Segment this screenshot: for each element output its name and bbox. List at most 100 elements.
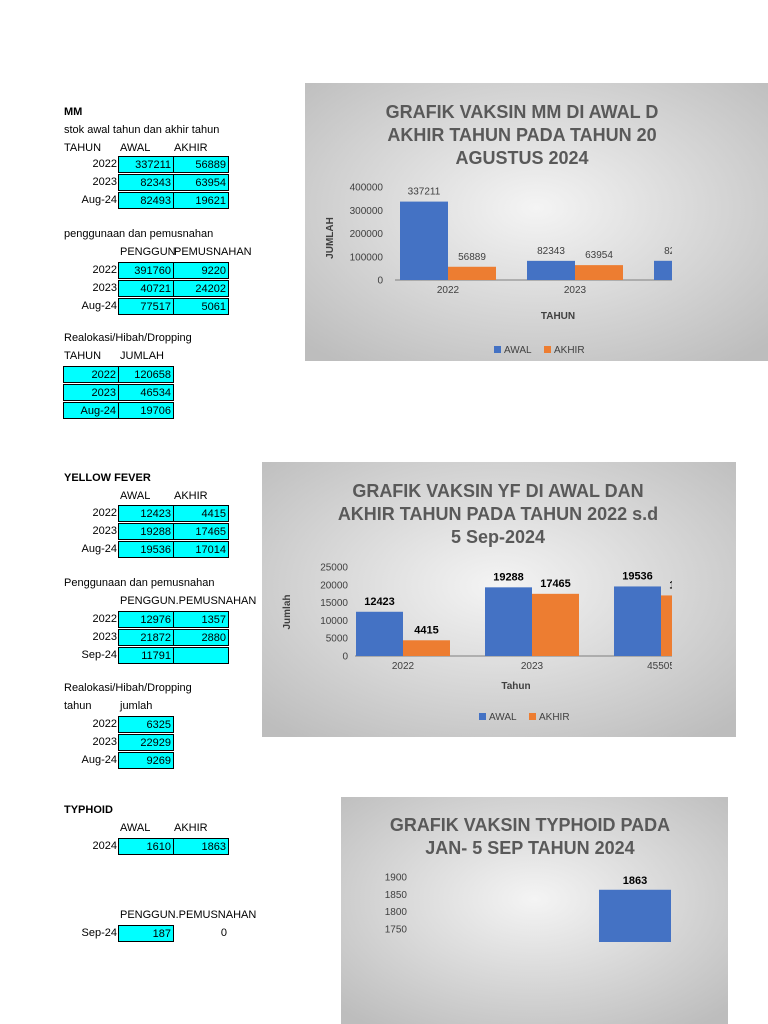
cell-value: 1610: [118, 838, 174, 855]
legend-label: AWAL: [504, 345, 532, 356]
column-header: PENGGUN.PEMUSNAHAN: [120, 909, 257, 921]
bar: [527, 260, 575, 280]
row-label: 2023: [92, 282, 117, 294]
cell-value: 12976: [118, 611, 174, 628]
chart-title: GRAFIK VAKSIN TYPHOID PADA: [390, 815, 670, 835]
section-title: YELLOW FEVER: [64, 472, 151, 484]
y-tick-label: 1850: [385, 890, 408, 901]
legend-label: AWAL: [489, 712, 517, 723]
cell-value: 6325: [118, 716, 174, 733]
table-caption: penggunaan dan pemusnahan: [64, 228, 214, 240]
section-title: TYPHOID: [64, 804, 113, 816]
column-header: AWAL: [120, 822, 151, 834]
row-label: 2022: [63, 366, 119, 383]
row-label: 2023: [92, 176, 117, 188]
cell-value: 21872: [118, 629, 174, 646]
value-label: 19288: [493, 571, 524, 583]
cell-value: 19288: [118, 523, 174, 540]
column-header: PENGGUN: [120, 246, 176, 258]
value-label: 12423: [364, 596, 395, 608]
cell-value: 9269: [118, 752, 174, 769]
y-tick-label: 0: [377, 276, 383, 287]
row-label: 2022: [92, 158, 117, 170]
chart-title: 5 Sep-2024: [451, 527, 545, 547]
chart-title: AKHIR TAHUN PADA TAHUN 20: [387, 125, 656, 145]
row-label: Sep-24: [81, 927, 117, 939]
cell-value: 9220: [173, 262, 229, 279]
bar: [575, 265, 623, 280]
y-tick-label: 1900: [385, 873, 408, 884]
value-label: 56889: [458, 252, 486, 263]
table-caption: Realokasi/Hibah/Dropping: [64, 682, 192, 694]
column-header: JUMLAH: [120, 350, 165, 362]
bar: [485, 587, 532, 656]
cell-value: 22929: [118, 734, 174, 751]
cell-value: 11791: [118, 647, 174, 664]
y-tick-label: 20000: [320, 580, 348, 591]
legend-label: AKHIR: [539, 712, 570, 723]
cell-value: 4415: [173, 505, 229, 522]
cell-value: 82493: [118, 192, 174, 209]
row-label: 2023: [92, 631, 117, 643]
cell-value: 46534: [118, 384, 174, 401]
cell-value: 82343: [118, 174, 174, 191]
value-label: 337211: [408, 187, 441, 198]
cell-value: 120658: [118, 366, 174, 383]
x-tick-label: 2022: [392, 661, 415, 672]
row-label: Aug-24: [63, 402, 119, 419]
value-label: 82493: [664, 246, 692, 257]
row-label: 2022: [92, 507, 117, 519]
cell-value: 1863: [173, 838, 229, 855]
y-tick-label: 400000: [350, 183, 384, 194]
row-label: 2024: [92, 840, 117, 852]
x-axis-label: Tahun: [501, 681, 530, 692]
cell-value: 5061: [173, 298, 229, 315]
x-axis-label: TAHUN: [541, 311, 575, 322]
cell-value: 19621: [173, 192, 229, 209]
value-label: 82343: [537, 246, 565, 257]
legend-swatch: [529, 713, 536, 720]
y-tick-label: 10000: [320, 616, 348, 627]
x-tick-label: 2023: [521, 661, 544, 672]
row-label: Aug-24: [81, 543, 117, 555]
legend-label: AKHIR: [554, 345, 585, 356]
cell-value: 56889: [173, 156, 229, 173]
chart-title: JAN- 5 SEP TAHUN 2024: [425, 838, 634, 858]
bar: [403, 640, 450, 656]
y-axis-label: Jumlah: [282, 594, 293, 629]
cell-value: 1357: [173, 611, 229, 628]
value-label: 4415: [414, 624, 438, 636]
y-tick-label: 200000: [350, 229, 384, 240]
cell-value: 2880: [173, 629, 229, 646]
bar: [448, 266, 496, 280]
value-label: 1863: [623, 875, 647, 887]
chart-title: GRAFIK VAKSIN YF DI AWAL DAN: [352, 481, 643, 501]
chart-title: AGUSTUS 2024: [455, 148, 588, 168]
chart: GRAFIK VAKSIN MM DI AWAL D AKHIR TAHUN PA…: [325, 102, 692, 322]
bar: [661, 595, 672, 656]
bar: [532, 593, 579, 656]
column-header: TAHUN: [64, 142, 102, 154]
cell-value: 19536: [118, 541, 174, 558]
chart-background: [305, 83, 768, 361]
chart: GRAFIK VAKSIN TYPHOID PADA JAN- 5 SEP TAH…: [385, 815, 671, 942]
row-label: 2023: [63, 384, 119, 401]
x-tick-label: 2023: [564, 285, 587, 296]
value-label: 17465: [540, 578, 571, 590]
table-caption: Realokasi/Hibah/Dropping: [64, 332, 192, 344]
chart-title: AKHIR TAHUN PADA TAHUN 2022 s.d: [338, 504, 658, 524]
column-header: AWAL: [120, 490, 151, 502]
y-tick-label: 100000: [350, 252, 384, 263]
chart-title: GRAFIK VAKSIN MM DI AWAL D: [386, 102, 659, 122]
cell-value: 0: [220, 927, 227, 939]
table-caption: Penggunaan dan pemusnahan: [64, 577, 215, 589]
cell-value: 17014: [173, 541, 229, 558]
value-label: 63954: [585, 250, 613, 261]
bar: [400, 201, 448, 280]
y-tick-label: 1750: [385, 924, 408, 935]
column-header: jumlah: [120, 700, 153, 712]
row-label: 2023: [92, 736, 117, 748]
value-label: 17014: [669, 579, 700, 591]
